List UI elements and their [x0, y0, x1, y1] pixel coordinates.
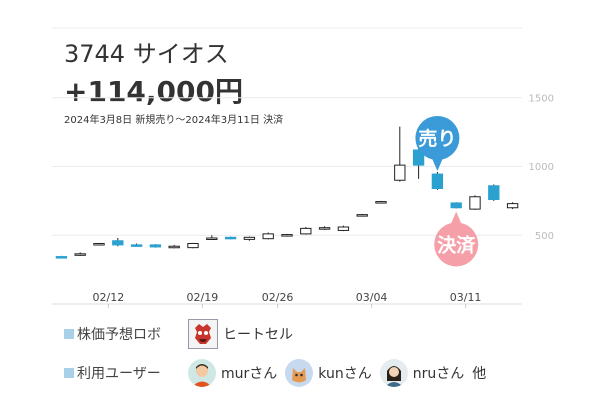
woman-avatar-icon[interactable]: [379, 359, 408, 387]
x-tick-label: 02/19: [187, 291, 219, 304]
sell-marker: [415, 116, 460, 160]
x-tick-label: 02/12: [93, 291, 125, 304]
x-tick-label: 03/11: [450, 291, 482, 304]
x-tick-label: 03/04: [356, 291, 388, 304]
candle-body: [300, 227, 312, 235]
trade-period: 2024年3月8日 新規売り〜2024年3月11日 決済: [64, 115, 284, 126]
users-legend-row: 利用ユーザー murさん kunさん nruさん 他: [64, 358, 494, 388]
legend-swatch: [64, 329, 74, 339]
settle-marker-pointer: [450, 211, 463, 226]
candle-body: [224, 236, 237, 240]
x-tick-label: 02/26: [262, 291, 294, 304]
candle-body: [74, 253, 86, 256]
candle-body: [431, 173, 444, 189]
settle-marker-label: 決済: [437, 233, 476, 256]
robot-legend-row: 株価予想ロボ ヒートセル: [64, 319, 301, 349]
candle-body: [469, 196, 481, 210]
candle-body: [506, 203, 519, 209]
candle-body: [318, 227, 331, 230]
candle-body: [93, 243, 105, 246]
candle-body: [412, 149, 425, 166]
candle-body: [450, 202, 462, 209]
stock-title: 3744 サイオス: [64, 40, 229, 68]
robot-legend-label: 株価予想ロボ: [77, 327, 161, 343]
candle-body: [130, 244, 143, 247]
candle-body: [112, 240, 124, 246]
candle-body: [281, 234, 293, 237]
candle-body: [187, 243, 199, 249]
y-tick-label: 500: [535, 231, 554, 242]
sell-marker-pointer: [431, 157, 444, 171]
candle-body: [394, 164, 406, 181]
profit-amount: +114,000円: [64, 75, 243, 108]
sell-marker-label: 売り: [418, 127, 456, 150]
settle-marker: [434, 222, 479, 267]
robot-name[interactable]: ヒートセル: [223, 327, 293, 343]
user-name[interactable]: nruさん: [412, 366, 465, 382]
y-tick-label: 1500: [529, 93, 554, 104]
candle-body: [356, 214, 368, 217]
user-name[interactable]: kunさん: [318, 366, 372, 382]
y-tick-label: 1000: [529, 162, 554, 173]
legend-swatch: [64, 368, 74, 378]
cat-avatar-icon[interactable]: [285, 359, 314, 387]
candle-body: [243, 236, 256, 240]
candle-body: [168, 245, 180, 249]
user-name[interactable]: murさん: [221, 366, 278, 382]
robot-legend-key: 株価予想ロボ: [64, 324, 188, 344]
candle-body: [206, 237, 218, 240]
candle-body: [375, 201, 387, 204]
candle-body: [262, 233, 274, 240]
users-legend-key: 利用ユーザー: [64, 363, 188, 383]
candle-body: [149, 244, 162, 248]
users-legend-label: 利用ユーザー: [77, 366, 161, 382]
users-suffix: 他: [472, 366, 487, 382]
robot-icon[interactable]: [188, 319, 218, 349]
candle-body: [337, 226, 350, 231]
candle-body: [488, 185, 500, 200]
man-avatar-icon[interactable]: [188, 359, 216, 387]
candle-body: [55, 256, 68, 259]
